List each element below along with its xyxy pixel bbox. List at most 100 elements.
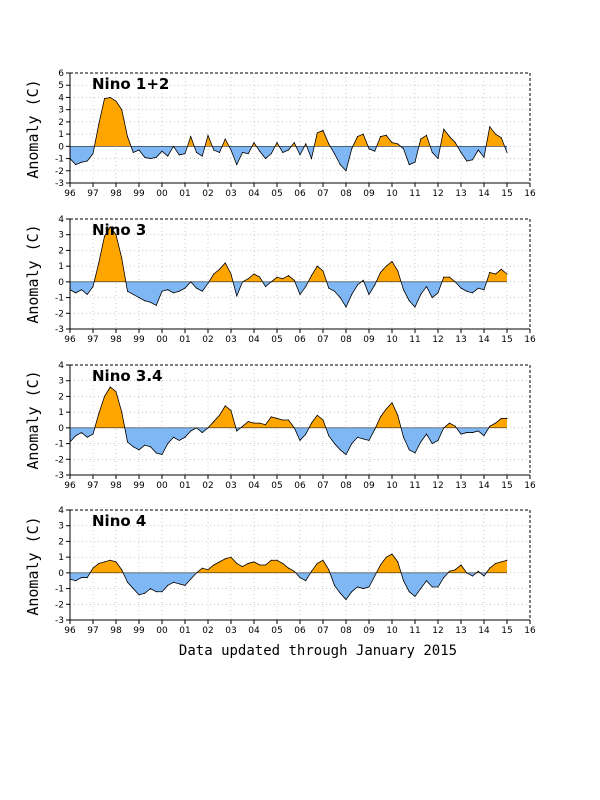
x-tick-label: 10 bbox=[386, 481, 398, 491]
x-tick-label: 11 bbox=[409, 189, 420, 199]
anomaly-series-line bbox=[69, 97, 508, 172]
x-tick-label: 05 bbox=[271, 335, 282, 345]
y-tick-label: 3 bbox=[58, 377, 64, 387]
x-tick-label: 02 bbox=[202, 626, 213, 636]
y-tick-label: -1 bbox=[55, 440, 64, 450]
x-tick-label: 06 bbox=[294, 335, 306, 345]
positive-anomaly-area bbox=[70, 554, 507, 573]
x-tick-label: 99 bbox=[133, 481, 145, 491]
x-tick-label: 01 bbox=[179, 626, 190, 636]
anomaly-series-line bbox=[69, 553, 508, 601]
nino-4-panel: 96 97 98 99 00 01 02 03 04 05 06 07 08 09 10 11 12 13 14 15… bbox=[24, 506, 536, 636]
y-tick-label: 2 bbox=[58, 118, 64, 128]
x-tick-label: 16 bbox=[524, 481, 536, 491]
x-tick-label: 96 bbox=[64, 626, 76, 636]
x-tick-label: 97 bbox=[87, 626, 98, 636]
y-tick-label: 4 bbox=[58, 93, 64, 103]
anomaly-series-line bbox=[69, 386, 507, 456]
y-tick-label: -3 bbox=[55, 471, 64, 481]
y-tick-label: -2 bbox=[55, 309, 64, 319]
x-tick-label: 13 bbox=[455, 626, 466, 636]
x-tick-label: 09 bbox=[363, 189, 375, 199]
y-tick-label: -1 bbox=[55, 294, 64, 304]
x-tick-label: 09 bbox=[363, 335, 375, 345]
x-tick-label: 13 bbox=[455, 189, 466, 199]
y-tick-label: 3 bbox=[58, 522, 64, 532]
x-tick-label: 15 bbox=[501, 481, 512, 491]
x-tick-label: 09 bbox=[363, 481, 375, 491]
x-tick-label: 13 bbox=[455, 335, 466, 345]
nino-1-2-panel: 96 97 98 99 00 01 02 03 04 05 06 07 08 09 10 11 12 13 14 15… bbox=[24, 69, 536, 199]
y-tick-label: -2 bbox=[55, 455, 64, 465]
x-tick-label: 01 bbox=[179, 189, 190, 199]
x-tick-label: 99 bbox=[133, 335, 145, 345]
y-tick-label: 0 bbox=[58, 424, 64, 434]
x-tick-label: 03 bbox=[225, 481, 236, 491]
y-tick-label: 4 bbox=[58, 361, 64, 371]
negative-anomaly-area bbox=[70, 281, 487, 307]
x-tick-label: 16 bbox=[524, 335, 536, 345]
y-tick-label: -3 bbox=[55, 325, 64, 335]
x-tick-label: 15 bbox=[501, 626, 512, 636]
x-tick-label: 04 bbox=[248, 626, 260, 636]
x-tick-label: 00 bbox=[156, 481, 168, 491]
x-tick-label: 96 bbox=[64, 481, 76, 491]
x-tick-label: 06 bbox=[294, 626, 306, 636]
x-tick-label: 12 bbox=[432, 626, 443, 636]
positive-anomaly-area bbox=[70, 226, 507, 282]
positive-anomaly-area bbox=[70, 387, 507, 428]
x-tick-label: 98 bbox=[110, 335, 122, 345]
x-tick-label: 97 bbox=[87, 189, 98, 199]
y-tick-label: 1 bbox=[58, 130, 64, 140]
x-tick-label: 12 bbox=[432, 335, 443, 345]
panel-title: Nino 3.4 bbox=[92, 367, 162, 385]
y-tick-label: 2 bbox=[58, 246, 64, 256]
x-tick-label: 10 bbox=[386, 626, 398, 636]
x-tick-label: 08 bbox=[340, 335, 352, 345]
negative-anomaly-area bbox=[70, 146, 507, 171]
y-tick-label: 3 bbox=[58, 231, 64, 241]
x-tick-label: 00 bbox=[156, 335, 168, 345]
x-tick-label: 07 bbox=[317, 189, 328, 199]
x-tick-label: 12 bbox=[432, 189, 443, 199]
y-tick-label: 6 bbox=[58, 69, 64, 79]
x-tick-label: 07 bbox=[317, 481, 328, 491]
footer-note: Data updated through January 2015 bbox=[179, 643, 457, 659]
x-tick-label: 96 bbox=[64, 335, 76, 345]
x-tick-label: 02 bbox=[202, 481, 213, 491]
y-tick-label: 2 bbox=[58, 537, 64, 547]
positive-anomaly-area bbox=[70, 97, 507, 147]
y-axis-label: Anomaly (C) bbox=[24, 516, 42, 615]
nino-3-panel: 96 97 98 99 00 01 02 03 04 05 06 07 08 09 10 11 12 13 14 15… bbox=[24, 215, 536, 345]
x-tick-label: 14 bbox=[478, 335, 490, 345]
x-tick-label: 11 bbox=[409, 335, 420, 345]
x-tick-label: 13 bbox=[455, 481, 466, 491]
negative-anomaly-area bbox=[70, 572, 487, 600]
x-tick-label: 08 bbox=[340, 626, 352, 636]
y-tick-label: 5 bbox=[58, 81, 64, 91]
y-tick-label: 0 bbox=[58, 278, 64, 288]
panel-title: Nino 4 bbox=[92, 512, 146, 530]
x-tick-label: 00 bbox=[156, 189, 168, 199]
negative-anomaly-area bbox=[70, 427, 489, 455]
y-tick-label: 1 bbox=[58, 408, 64, 418]
x-tick-label: 00 bbox=[156, 626, 168, 636]
x-tick-label: 09 bbox=[363, 626, 375, 636]
y-tick-label: -1 bbox=[55, 585, 64, 595]
anomaly-series-line bbox=[69, 226, 508, 308]
y-tick-label: -3 bbox=[55, 616, 64, 626]
x-tick-label: 16 bbox=[524, 626, 536, 636]
y-tick-label: 4 bbox=[58, 506, 64, 516]
x-tick-label: 10 bbox=[386, 189, 398, 199]
y-tick-label: -2 bbox=[55, 167, 64, 177]
x-tick-label: 15 bbox=[501, 335, 512, 345]
x-tick-label: 01 bbox=[179, 335, 190, 345]
y-tick-label: 4 bbox=[58, 215, 64, 225]
x-tick-label: 14 bbox=[478, 481, 490, 491]
x-tick-label: 99 bbox=[133, 626, 145, 636]
x-tick-label: 04 bbox=[248, 189, 260, 199]
y-tick-label: -3 bbox=[55, 179, 64, 189]
x-tick-label: 16 bbox=[524, 189, 536, 199]
x-tick-label: 05 bbox=[271, 481, 282, 491]
x-tick-label: 04 bbox=[248, 335, 260, 345]
